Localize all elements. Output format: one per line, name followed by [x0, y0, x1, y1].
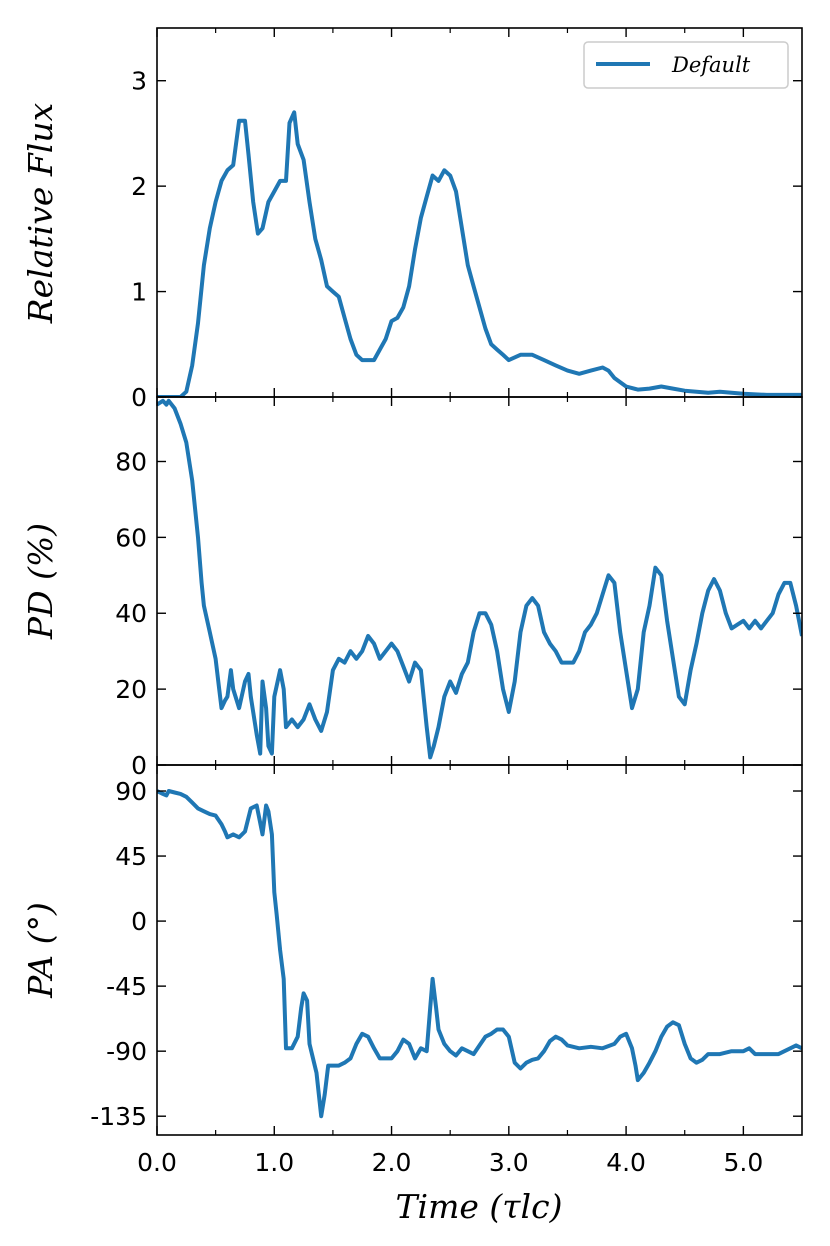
- pa-ytick-label: 90: [115, 777, 147, 806]
- pa-ytick-label: 45: [115, 842, 147, 871]
- flux-series-line: [157, 110, 802, 397]
- xtick-label: 1.0: [254, 1148, 294, 1177]
- pd-ytick-label: 60: [115, 523, 147, 552]
- pa-ytick-label: -90: [106, 1037, 147, 1066]
- flux-ytick-label: 1: [131, 278, 147, 307]
- pa-panel: 90 45 0 -45 -90 -135 0.0 1.0 2.0 3.0 4.0 5.0: [90, 764, 803, 1177]
- pa-ytick-label: -45: [106, 972, 147, 1001]
- pa-series-line: [157, 789, 802, 1119]
- xtick-label: 4.0: [606, 1148, 646, 1177]
- pd-ytick-label: 80: [115, 447, 147, 476]
- flux-ylabel: Relative Flux: [21, 102, 60, 324]
- flux-ytick-label: 0: [131, 383, 147, 412]
- x-axis-label: Time (τlc): [396, 1187, 563, 1226]
- pd-ylabel: PD (%): [21, 523, 60, 640]
- pa-ylabel: PA (°): [21, 902, 60, 999]
- xtick-label: 0.0: [137, 1148, 177, 1177]
- pd-ytick-label: 40: [115, 599, 147, 628]
- pa-ytick-label: 0: [131, 907, 147, 936]
- pd-panel: 0 20 40 60 80: [115, 396, 803, 780]
- pa-ytick-label: -135: [90, 1102, 147, 1131]
- xtick-label: 5.0: [723, 1148, 763, 1177]
- xtick-label: 3.0: [489, 1148, 529, 1177]
- legend: Default: [583, 41, 789, 89]
- legend-box: [583, 41, 789, 89]
- flux-ytick-label: 2: [131, 172, 147, 201]
- legend-label: Default: [671, 53, 751, 77]
- flux-ytick-label: 3: [131, 67, 147, 96]
- pd-ytick-label: 20: [115, 675, 147, 704]
- pa-frame: [156, 764, 803, 1136]
- pd-ytick-label: 0: [131, 751, 147, 780]
- xtick-label: 2.0: [372, 1148, 412, 1177]
- pd-series-line: [157, 398, 802, 760]
